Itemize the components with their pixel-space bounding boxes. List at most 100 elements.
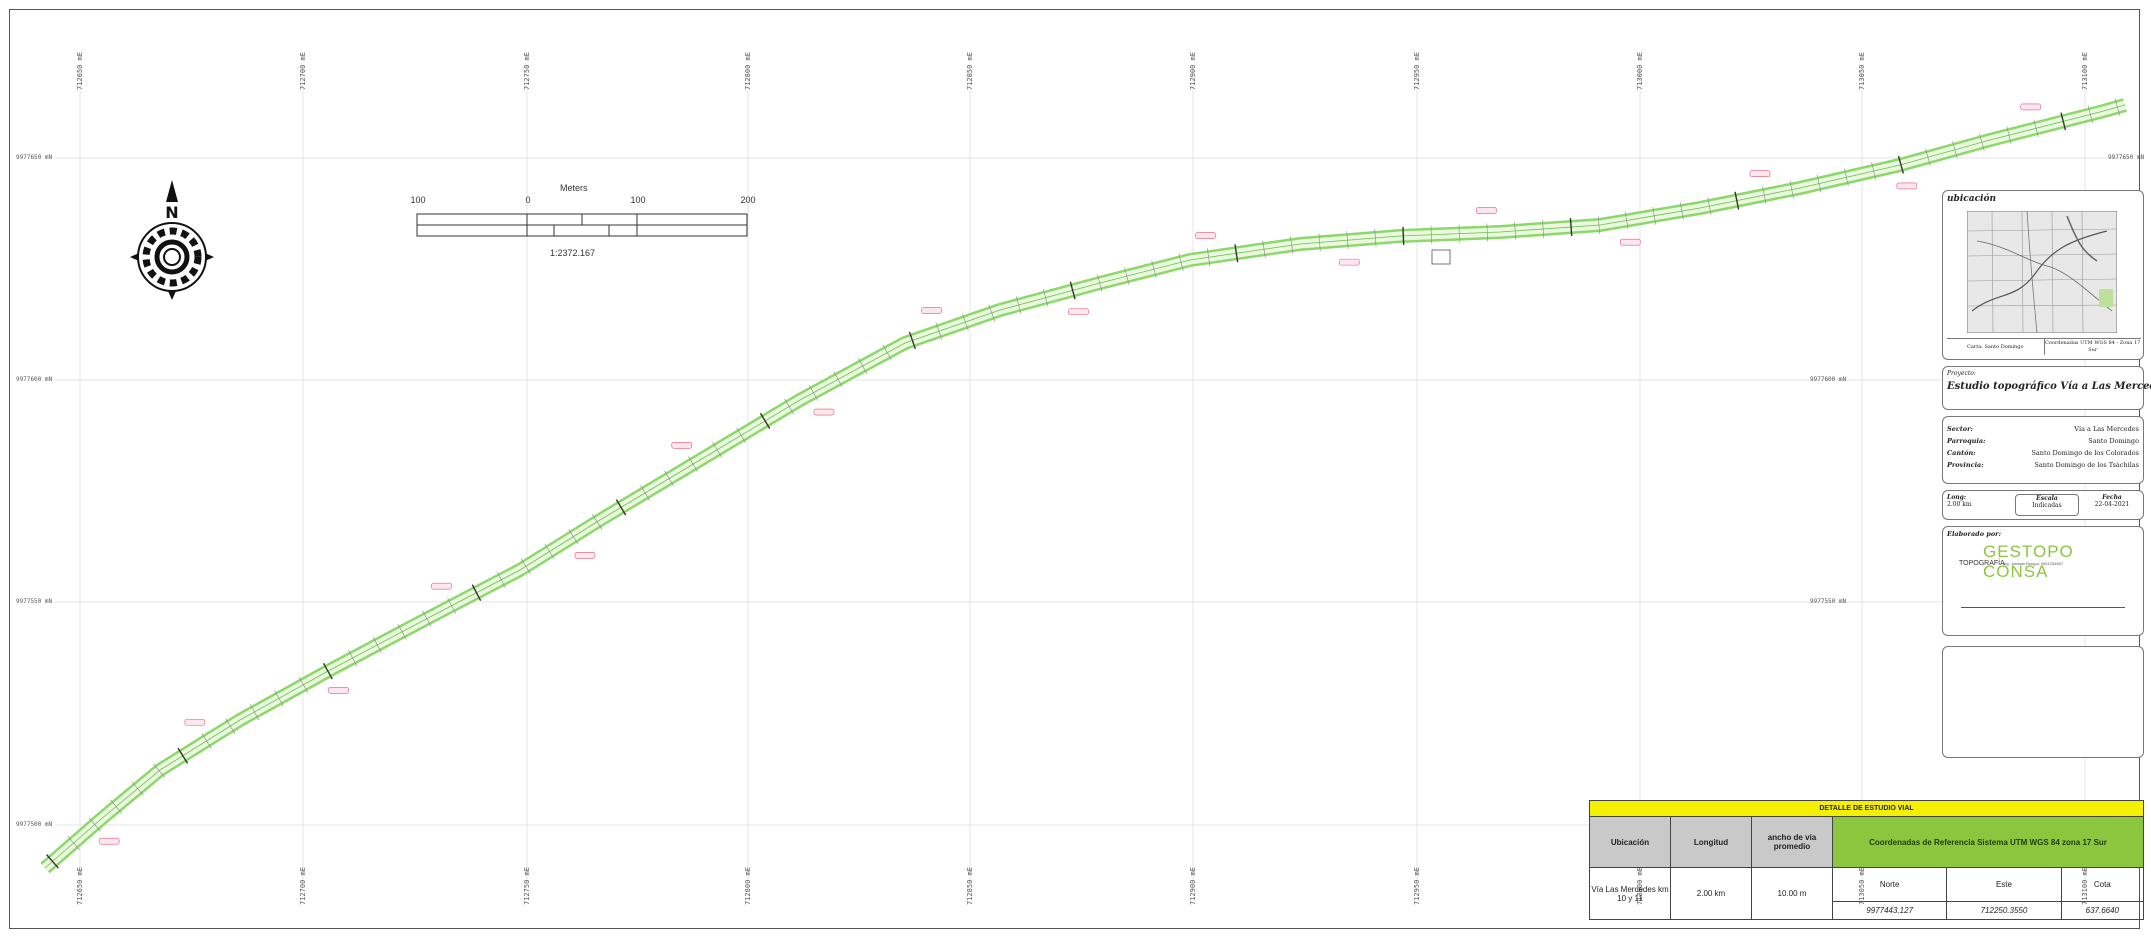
station-label-marker bbox=[2020, 103, 2041, 111]
scale-tick-label: 200 bbox=[740, 195, 756, 205]
coordinate-label: 712700 mE bbox=[299, 867, 307, 905]
station-tick bbox=[372, 636, 382, 653]
station-tick bbox=[298, 676, 309, 693]
station-tick bbox=[1402, 226, 1405, 245]
cell-norte: 9977443.127 bbox=[1831, 901, 1948, 920]
brand-logo: GESTOPO CONSA bbox=[1983, 542, 2074, 581]
coordinate-label: 712950 mE bbox=[1413, 867, 1421, 905]
station-tick bbox=[1897, 155, 1905, 174]
station-tick bbox=[784, 398, 795, 415]
station-tick bbox=[1762, 186, 1767, 205]
station-tick bbox=[249, 703, 260, 720]
station-tick bbox=[664, 470, 674, 487]
col-header-coordenadas: Coordenadas de Referencia Sistema UTM WG… bbox=[1832, 816, 2144, 868]
coordinate-label: 712850 mE bbox=[966, 867, 974, 905]
station-tick bbox=[962, 313, 969, 331]
coordinate-label: 713100 mE bbox=[2081, 52, 2089, 90]
station-tick bbox=[1124, 267, 1130, 285]
col-header-ubicacion: Ubicación bbox=[1589, 816, 1671, 868]
station-tick bbox=[1262, 240, 1266, 259]
coordinate-label: 712650 mE bbox=[76, 52, 84, 90]
col-header-este: Este bbox=[1946, 867, 2062, 902]
station-label-marker bbox=[1068, 308, 1089, 315]
station-tick bbox=[1151, 260, 1157, 279]
station-tick bbox=[935, 322, 943, 340]
station-label-marker bbox=[574, 552, 596, 559]
station-tick bbox=[2114, 98, 2121, 116]
station-tick bbox=[712, 441, 722, 458]
coordinate-label: 713050 mE bbox=[1858, 52, 1866, 90]
road-alignment bbox=[40, 98, 2127, 874]
coordinate-label: 713000 mE bbox=[1636, 52, 1644, 90]
coordinate-label: 9977600 mN bbox=[1810, 376, 1847, 383]
coordinate-label: 9977650 mN bbox=[16, 154, 53, 161]
north-arrow-icon: N bbox=[130, 180, 214, 300]
station-tick bbox=[908, 331, 917, 350]
col-header-norte: Norte bbox=[1831, 867, 1948, 902]
signature-line bbox=[1961, 607, 2125, 608]
station-tick bbox=[1569, 217, 1573, 237]
station-tick bbox=[1789, 180, 1794, 199]
station-tick bbox=[1598, 216, 1600, 235]
station-tick bbox=[1925, 148, 1931, 166]
station-tick bbox=[1734, 191, 1740, 210]
coordinate-label: 712800 mE bbox=[744, 867, 752, 905]
station-tick bbox=[1707, 197, 1712, 216]
scale-bar-graphic bbox=[416, 213, 748, 237]
station-tick bbox=[1043, 288, 1049, 307]
station-label-marker bbox=[813, 408, 835, 416]
coordinate-grid bbox=[55, 70, 2130, 880]
station-tick bbox=[1652, 206, 1657, 225]
station-tick bbox=[131, 781, 144, 796]
station-markers bbox=[46, 98, 2121, 869]
station-tick bbox=[1979, 133, 1985, 152]
structure-marker bbox=[1431, 249, 1451, 265]
station-tick bbox=[688, 456, 698, 473]
coordinate-label: 9977650 mN bbox=[2108, 154, 2145, 161]
station-tick bbox=[1015, 296, 1022, 314]
cell-ancho: 10.00 m bbox=[1751, 867, 1833, 920]
station-tick bbox=[447, 597, 457, 614]
coordinate-label: 9977600 mN bbox=[16, 376, 53, 383]
station-label-marker bbox=[328, 687, 349, 694]
station-tick bbox=[988, 304, 995, 322]
author-label: Elaborado por: bbox=[1947, 530, 2001, 538]
station-tick bbox=[496, 571, 506, 588]
coordinate-label: 712900 mE bbox=[1189, 867, 1197, 905]
notes-panel bbox=[1942, 646, 2144, 758]
location-right-caption: Coordenadas UTM WGS 84 - Zona 17 Sur bbox=[2045, 340, 2141, 353]
table-title: DETALLE DE ESTUDIO VIAL bbox=[1589, 800, 2144, 817]
date-value: 22-04-2021 bbox=[2094, 501, 2130, 508]
date-label: Fecha bbox=[2102, 494, 2122, 501]
station-tick bbox=[1430, 225, 1432, 244]
scale-tick-label: 100 bbox=[630, 195, 646, 205]
station-tick bbox=[1178, 253, 1184, 272]
station-tick bbox=[1458, 224, 1460, 243]
station-tick bbox=[858, 357, 868, 375]
station-label-marker bbox=[671, 441, 693, 449]
long-value: 2.00 km bbox=[1947, 501, 1972, 508]
brand-sub: TOPOGRAFÍA bbox=[1959, 560, 2005, 567]
station-tick bbox=[1069, 281, 1076, 300]
station-tick bbox=[322, 662, 333, 680]
meta-panel: Long: 2.00 km Escala Indicadas Fecha 22-… bbox=[1942, 490, 2144, 520]
station-label-marker bbox=[184, 718, 206, 726]
station-tick bbox=[1486, 223, 1488, 242]
station-tick bbox=[833, 371, 843, 388]
station-label-marker bbox=[431, 582, 452, 590]
station-tick bbox=[274, 690, 284, 707]
station-tick bbox=[225, 718, 236, 734]
location-map-thumbnail bbox=[1967, 211, 2117, 333]
location-left-caption: Carta: Santo Domingo bbox=[1947, 339, 2045, 355]
coordinate-label: 712700 mE bbox=[299, 52, 307, 90]
station-tick bbox=[2060, 112, 2067, 131]
station-tick bbox=[46, 854, 59, 869]
station-tick bbox=[520, 558, 531, 575]
station-tick bbox=[1816, 174, 1822, 193]
coordinate-label: 712850 mE bbox=[966, 52, 974, 90]
cell-ubicacion: Vía Las Mercedes km 10 y 11 bbox=[1589, 867, 1671, 920]
station-tick bbox=[1514, 221, 1517, 240]
station-tick bbox=[640, 485, 650, 501]
coordinate-label: 9977550 mN bbox=[1810, 598, 1847, 605]
